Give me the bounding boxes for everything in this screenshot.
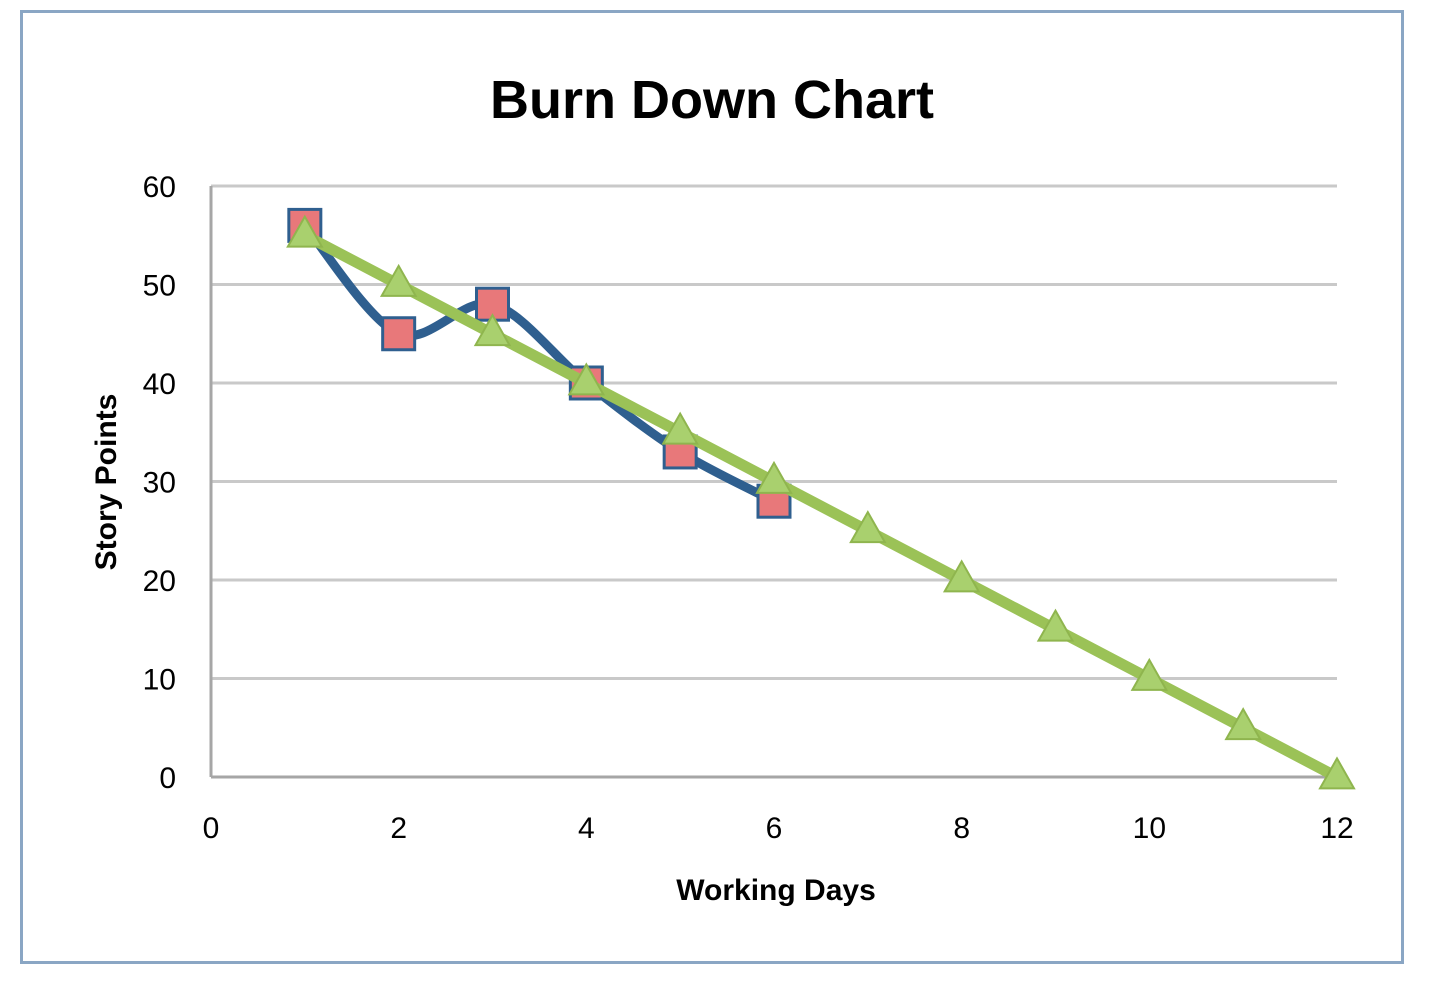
x-axis-title: Working Days <box>676 874 876 907</box>
y-tick-label: 60 <box>143 171 176 204</box>
data-point-triangle <box>379 263 418 297</box>
x-tick-label: 0 <box>203 812 220 845</box>
y-tick-label: 10 <box>143 664 176 697</box>
data-point-triangle <box>661 411 699 445</box>
data-point-triangle <box>849 510 887 544</box>
data-point-triangle <box>567 362 606 396</box>
x-tick-label: 12 <box>1320 812 1353 845</box>
data-point-triangle <box>1036 608 1075 642</box>
series-triangle <box>286 214 1356 790</box>
data-point-square <box>381 316 417 352</box>
x-tick-label: 10 <box>1133 812 1166 845</box>
chart-frame <box>20 10 1404 964</box>
data-point-triangle <box>1318 756 1356 790</box>
data-point-triangle <box>1130 657 1169 691</box>
data-point-triangle <box>473 313 512 347</box>
data-point-triangle <box>286 214 324 248</box>
x-axis-ticks: 0 2 4 6 8 10 12 <box>203 812 1354 845</box>
series-layer <box>286 207 1356 790</box>
data-point-triangle <box>755 460 793 494</box>
x-tick-label: 2 <box>390 812 407 845</box>
y-tick-label: 0 <box>159 762 176 795</box>
y-tick-label: 40 <box>143 368 176 401</box>
chart-title: Burn Down Chart <box>490 70 934 130</box>
y-tick-label: 30 <box>143 467 176 500</box>
series-line-ideal <box>299 229 1343 783</box>
data-point-triangle <box>942 559 981 593</box>
y-axis-ticks: 0 10 20 30 40 50 60 <box>143 171 176 795</box>
x-tick-label: 4 <box>578 812 595 845</box>
y-tick-label: 20 <box>143 565 176 598</box>
x-tick-label: 8 <box>953 812 970 845</box>
data-point-triangle <box>1224 707 1262 741</box>
y-tick-label: 50 <box>143 270 176 303</box>
x-tick-label: 6 <box>766 812 783 845</box>
y-axis-title: Story Points <box>90 394 123 571</box>
